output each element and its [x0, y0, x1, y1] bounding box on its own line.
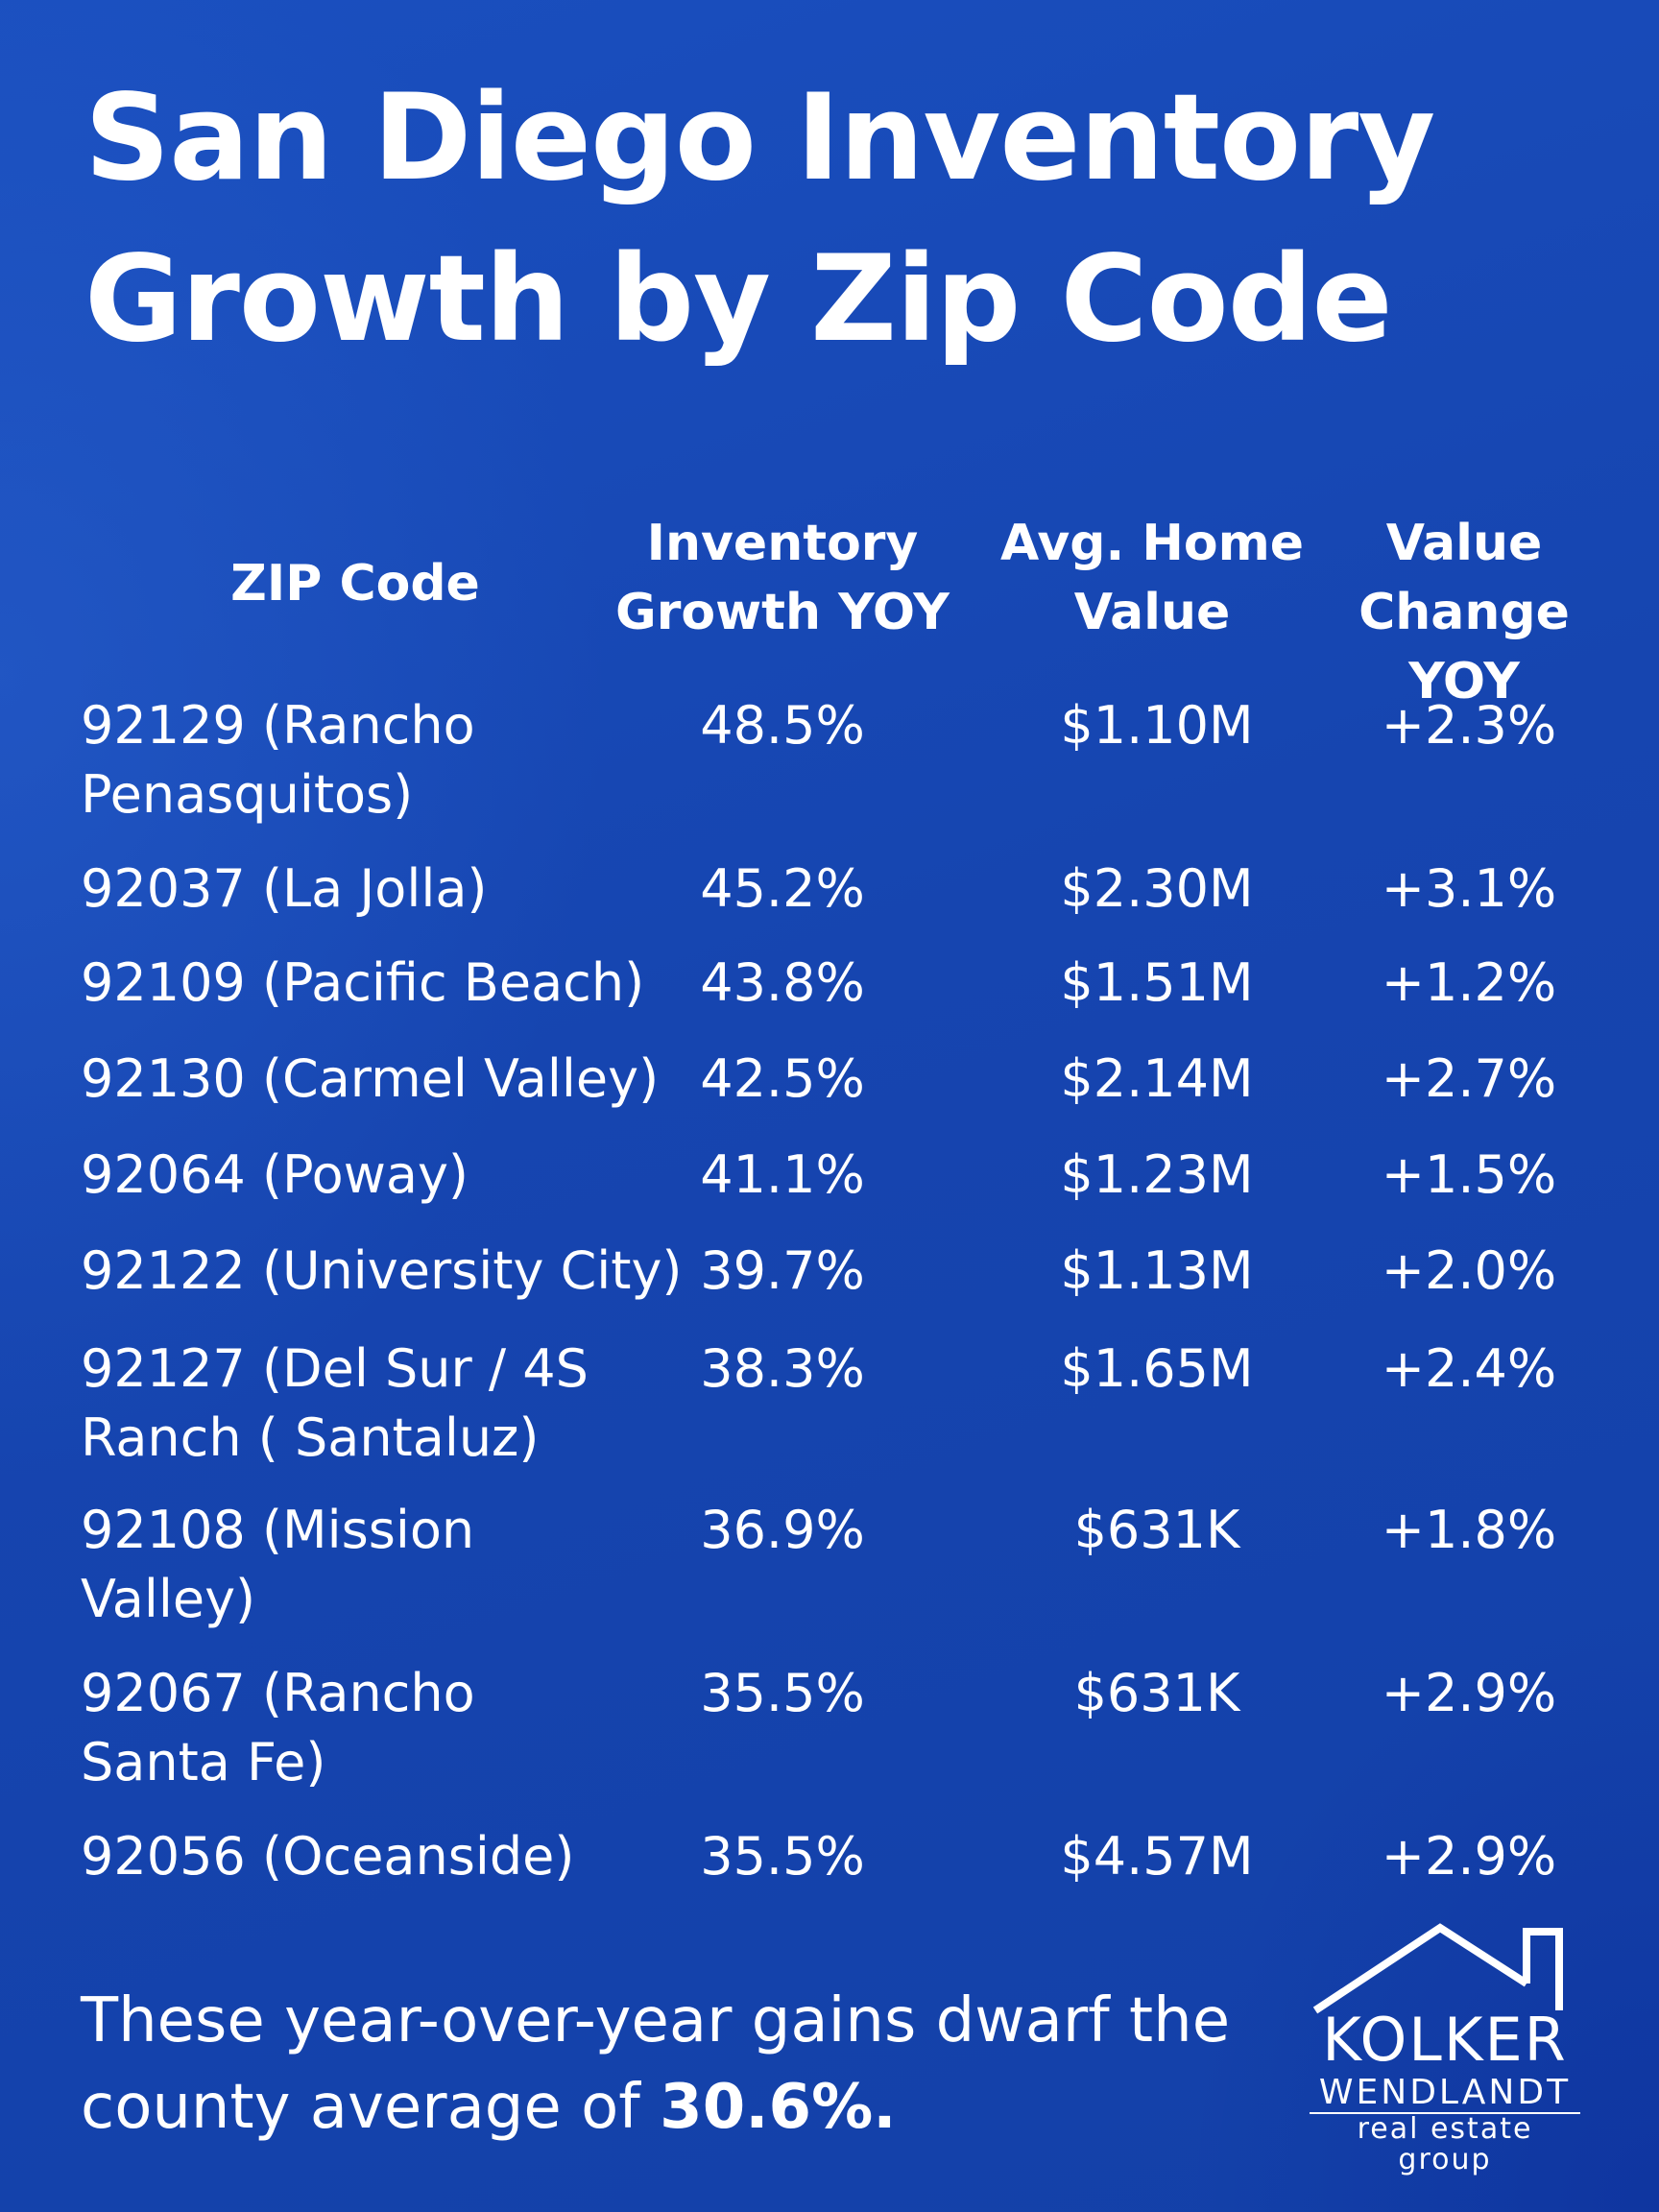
zip-line-1: 92127 (Del Sur / 4S — [81, 1338, 589, 1399]
zip-cell: 92129 (Rancho Penasquitos) — [81, 691, 695, 830]
inventory-growth-cell: 42.5% — [700, 1048, 865, 1109]
value-change-cell: +1.8% — [1381, 1500, 1557, 1560]
zip-line-2: Valley) — [81, 1569, 256, 1629]
inventory-growth-cell: 36.9% — [700, 1500, 865, 1560]
value-change-cell: +2.9% — [1381, 1663, 1557, 1723]
header-value-change: Value Change YOY — [1296, 509, 1632, 716]
header-change-line-2: Change YOY — [1358, 584, 1570, 710]
value-change-cell: +3.1% — [1381, 858, 1557, 919]
page-title: San Diego Inventory Growth by Zip Code — [84, 58, 1601, 380]
home-value-cell: $4.57M — [1060, 1826, 1254, 1887]
zip-cell: 92122 (University City) — [81, 1237, 695, 1306]
zip-cell: 92067 (Rancho Santa Fe) — [81, 1659, 695, 1797]
home-value-cell: $631K — [1073, 1500, 1240, 1560]
zip-line-1: 92037 (La Jolla) — [81, 858, 488, 919]
inventory-growth-cell: 35.5% — [700, 1826, 865, 1887]
header-value-line-2: Value — [1073, 584, 1231, 641]
zip-line-1: 92122 (University City) — [81, 1240, 683, 1301]
zip-line-1: 92108 (Mission — [81, 1500, 475, 1560]
footer-line-2-prefix: county average of — [81, 2072, 661, 2143]
kolker-wendlandt-logo: KOLKER WENDLANDT real estate group — [1306, 1920, 1594, 2176]
zip-line-1: 92064 (Poway) — [81, 1144, 469, 1205]
zip-cell: 92127 (Del Sur / 4S Ranch ( Santaluz) — [81, 1334, 695, 1473]
title-line-2: Growth by Zip Code — [84, 230, 1393, 369]
county-average-value: 30.6%. — [660, 2072, 897, 2143]
home-value-cell: $1.23M — [1060, 1144, 1254, 1205]
header-change-line-1: Value — [1385, 515, 1543, 572]
inventory-growth-cell: 39.7% — [700, 1240, 865, 1301]
header-zip-code: ZIP Code — [192, 549, 518, 618]
value-change-cell: +2.7% — [1381, 1048, 1557, 1109]
inventory-growth-cell: 41.1% — [700, 1144, 865, 1205]
footer-summary: These year-over-year gains dwarf the cou… — [81, 1978, 1290, 2151]
header-zip-code-label: ZIP Code — [230, 555, 480, 613]
zip-line-1: 92129 (Rancho — [81, 695, 475, 756]
zip-cell: 92056 (Oceanside) — [81, 1822, 695, 1891]
header-avg-home-value: Avg. Home Value — [989, 509, 1315, 647]
footer-line-1: These year-over-year gains dwarf the — [81, 1985, 1231, 2056]
inventory-growth-cell: 35.5% — [700, 1663, 865, 1723]
inventory-growth-cell: 38.3% — [700, 1338, 865, 1399]
header-value-line-1: Avg. Home — [999, 515, 1305, 572]
zip-line-2: Ranch ( Santaluz) — [81, 1407, 540, 1468]
zip-cell: 92064 (Poway) — [81, 1141, 695, 1210]
house-roof-icon — [1312, 1923, 1563, 2014]
zip-cell: 92130 (Carmel Valley) — [81, 1045, 695, 1114]
logo-line-2: WENDLANDT — [1310, 2074, 1580, 2114]
header-inventory-line-1: Inventory — [646, 515, 919, 572]
inventory-growth-cell: 48.5% — [700, 695, 865, 756]
value-change-cell: +1.5% — [1381, 1144, 1557, 1205]
zip-cell: 92108 (Mission Valley) — [81, 1496, 695, 1634]
home-value-cell: $1.13M — [1060, 1240, 1254, 1301]
footer-line-2: county average of 30.6%. — [81, 2064, 1290, 2151]
zip-line-1: 92056 (Oceanside) — [81, 1826, 575, 1887]
home-value-cell: $631K — [1073, 1663, 1240, 1723]
inventory-growth-cell: 45.2% — [700, 858, 865, 919]
zip-line-2: Penasquitos) — [81, 764, 414, 825]
zip-cell: 92037 (La Jolla) — [81, 854, 695, 924]
zip-line-1: 92067 (Rancho — [81, 1663, 475, 1723]
header-inventory-growth: Inventory Growth YOY — [605, 509, 960, 647]
value-change-cell: +2.0% — [1381, 1240, 1557, 1301]
zip-cell: 92109 (Pacific Beach) — [81, 949, 695, 1018]
home-value-cell: $1.51M — [1060, 952, 1254, 1013]
header-inventory-line-2: Growth YOY — [615, 584, 950, 641]
logo-line-1: KOLKER — [1322, 2005, 1568, 2075]
home-value-cell: $2.14M — [1060, 1048, 1254, 1109]
value-change-cell: +2.4% — [1381, 1338, 1557, 1399]
title-line-1: San Diego Inventory — [84, 69, 1435, 207]
inventory-growth-cell: 43.8% — [700, 952, 865, 1013]
zip-line-1: 92130 (Carmel Valley) — [81, 1048, 660, 1109]
value-change-cell: +2.9% — [1381, 1826, 1557, 1887]
value-change-cell: +2.3% — [1381, 695, 1557, 756]
zip-line-2: Santa Fe) — [81, 1732, 326, 1792]
value-change-cell: +1.2% — [1381, 952, 1557, 1013]
zip-line-1: 92109 (Pacific Beach) — [81, 952, 645, 1013]
home-value-cell: $1.10M — [1060, 695, 1254, 756]
home-value-cell: $1.65M — [1060, 1338, 1254, 1399]
logo-line-3: real estate group — [1357, 2112, 1533, 2176]
home-value-cell: $2.30M — [1060, 858, 1254, 919]
